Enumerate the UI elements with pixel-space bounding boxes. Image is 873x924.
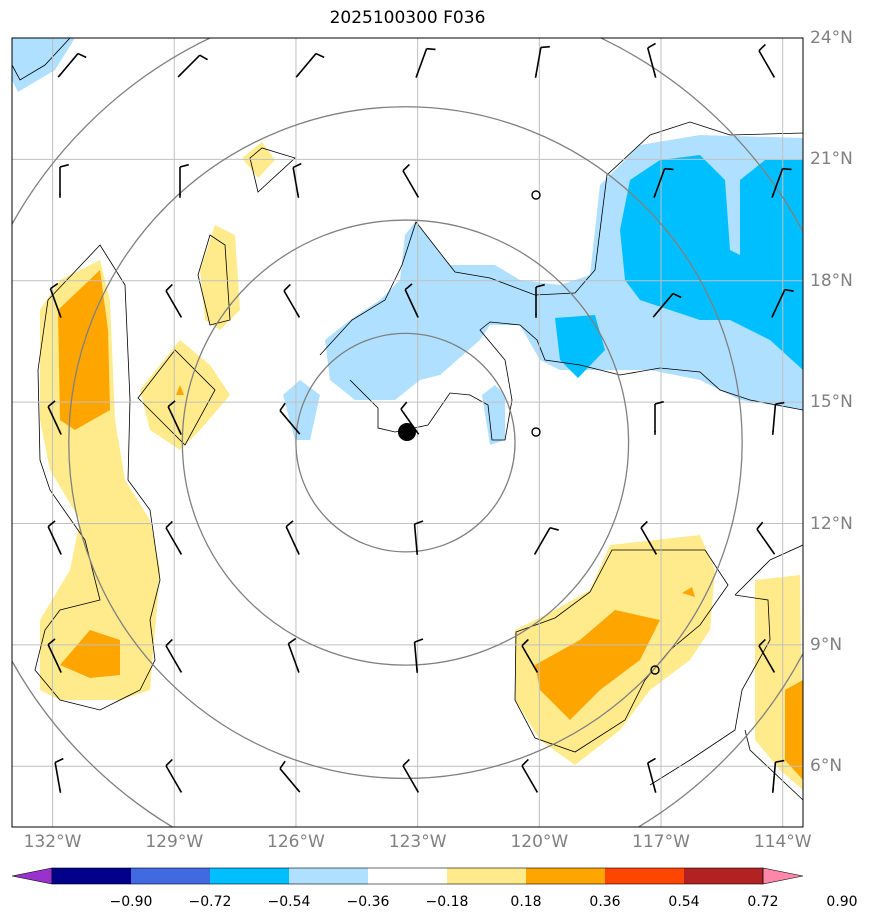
wind-barb (650, 665, 660, 675)
wind-barb (404, 283, 419, 318)
colorbar-tick-label: −0.36 (346, 894, 390, 910)
wind-barb (57, 52, 87, 78)
latitude-tick-label: 9°N (810, 634, 843, 655)
colorbar (11, 867, 804, 885)
wind-barb (756, 521, 776, 555)
wind-barb (640, 520, 658, 555)
wind-barb (285, 520, 300, 555)
strong-negative-anomaly-areas (555, 155, 803, 378)
colorbar-extend-low (11, 867, 53, 885)
wind-barb (771, 401, 785, 435)
longitude-tick-label: 120°W (510, 832, 569, 852)
wind-barb (165, 283, 183, 318)
colorbar-tick-label: −0.72 (188, 894, 232, 910)
wind-barb (413, 520, 424, 555)
wind-barb (535, 283, 545, 318)
colorbar-segment (289, 868, 368, 884)
latitude-tick-label: 6°N (810, 756, 843, 777)
wind-barb (771, 288, 794, 318)
wind-barb (521, 758, 539, 793)
latitude-tick-label: 24°N (810, 28, 853, 48)
colorbar-segment (131, 868, 210, 884)
wind-barb (287, 637, 300, 673)
colorbar-tick-label: 0.54 (668, 894, 700, 910)
storm-center-marker (398, 423, 416, 441)
wind-barb (646, 42, 657, 78)
latitude-tick-label: 21°N (810, 149, 853, 170)
range-ring (12, 38, 803, 827)
wind-barb (295, 52, 325, 78)
longitude-tick-label: 114°W (753, 832, 812, 852)
wind-barb (646, 757, 657, 793)
range-rings (12, 38, 803, 827)
wind-barb (654, 400, 664, 435)
wind-barb (47, 400, 62, 435)
wind-barb (534, 45, 550, 78)
colorbar-tick-label: −0.90 (109, 894, 153, 910)
wind-barb (653, 167, 674, 198)
longitude-tick-label: 126°W (267, 832, 325, 852)
wind-barb (59, 163, 69, 198)
wind-barb (279, 402, 301, 435)
wind-barb (47, 520, 62, 555)
wind-barb (165, 520, 183, 555)
wind-barb (771, 167, 792, 198)
longitude-tick-label: 129°W (145, 832, 204, 852)
wind-barb (531, 427, 541, 437)
wind-barb (415, 47, 436, 78)
map-frame (11, 37, 804, 828)
wind-barb (177, 54, 208, 78)
longitude-tick-label: 117°W (632, 832, 690, 852)
wind-barb (283, 283, 301, 318)
map-plot (11, 37, 804, 828)
wind-barb (533, 526, 559, 555)
longitude-tick-label: 123°W (388, 832, 447, 852)
latitude-tick-label: 15°N (810, 392, 853, 413)
wind-barb (47, 638, 62, 673)
wind-barb (54, 757, 64, 793)
colorbar-segment (368, 868, 447, 884)
wind-barb (758, 638, 776, 673)
wind-barb (758, 43, 776, 78)
colorbar-extend-high (762, 867, 804, 885)
colorbar-tick-label: 0.72 (747, 894, 779, 910)
storm-center (398, 423, 416, 441)
wind-barb (292, 162, 302, 198)
colorbar-tick-label: 0.36 (589, 894, 621, 910)
wind-barb (413, 638, 424, 673)
wind-barb (165, 758, 183, 793)
wind-barb (402, 758, 420, 793)
contour-lines (12, 38, 803, 801)
wind-barbs (47, 42, 794, 793)
colorbar-tick-label: −0.18 (425, 894, 469, 910)
latitude-tick-label: 18°N (810, 270, 853, 291)
colorbar-segment (52, 868, 131, 884)
colorbar-segment (210, 868, 289, 884)
latitude-tick-label: 12°N (810, 513, 853, 534)
colorbar-tick-label: 0.18 (510, 894, 542, 910)
colorbar-segment (605, 868, 684, 884)
wind-barb (165, 638, 183, 673)
range-ring (295, 332, 516, 553)
wind-barb (521, 638, 539, 673)
wind-barb (49, 282, 62, 318)
wind-barb (167, 400, 182, 435)
colorbar-segment (684, 868, 763, 884)
wind-barb (771, 759, 785, 793)
strong-positive-anomaly-areas (58, 270, 803, 780)
colorbar-segment (526, 868, 605, 884)
longitude-tick-label: 132°W (23, 832, 82, 852)
map-title: 2025100300 F036 (329, 8, 486, 28)
range-ring (68, 106, 743, 780)
wind-barb (179, 163, 189, 198)
range-ring (181, 219, 630, 666)
colorbar-segment (447, 868, 526, 884)
wind-barb (531, 190, 541, 200)
wind-barb (279, 760, 301, 793)
wind-barb (402, 163, 420, 198)
colorbar-tick-label: 0.90 (826, 894, 858, 910)
wind-barb (652, 292, 682, 318)
colorbar-tick-label: −0.54 (267, 894, 311, 910)
